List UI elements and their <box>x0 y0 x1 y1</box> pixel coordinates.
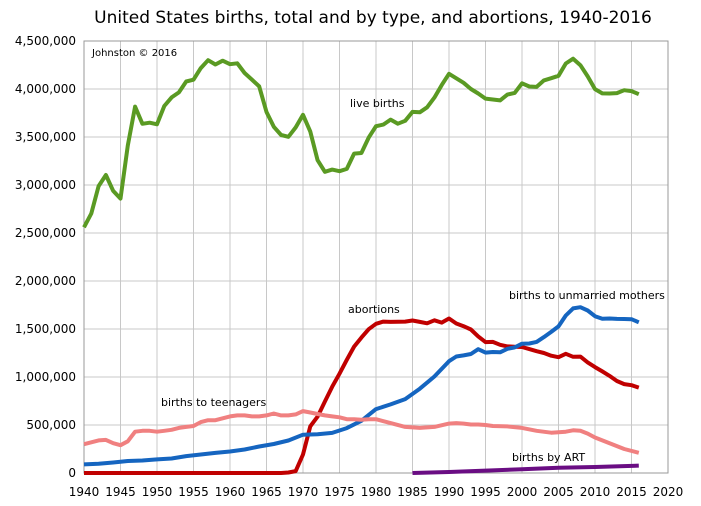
y-tick-label: 3,000,000 <box>15 178 76 192</box>
x-tick-label: 1985 <box>397 485 428 499</box>
x-tick-label: 2000 <box>507 485 538 499</box>
chart-title: United States births, total and by type,… <box>94 8 652 28</box>
x-tick-label: 1975 <box>324 485 355 499</box>
grid <box>83 40 669 474</box>
x-tick-label: 1970 <box>288 485 319 499</box>
x-tick-label: 2010 <box>580 485 611 499</box>
x-tick-label: 1980 <box>361 485 392 499</box>
y-tick-label: 4,000,000 <box>15 82 76 96</box>
x-tick-label: 1990 <box>434 485 465 499</box>
series-line-abortions <box>84 316 640 475</box>
label-teenagers: births to teenagers <box>161 396 266 409</box>
x-tick-label: 1995 <box>470 485 501 499</box>
series-line-live-births <box>82 56 640 229</box>
x-tick-label: 2015 <box>616 485 647 499</box>
x-tick-label: 1965 <box>251 485 282 499</box>
y-axis: 0 500,000 1,000,000 1,500,000 2,000,000 2,500… <box>15 34 76 480</box>
x-tick-label: 2020 <box>653 485 684 499</box>
x-tick-label: 1960 <box>215 485 246 499</box>
label-abortions: abortions <box>348 303 400 316</box>
x-tick-label: 1950 <box>142 485 173 499</box>
series-line-births-to-unmarried-mothers <box>83 305 640 467</box>
y-tick-label: 0 <box>68 466 76 480</box>
x-tick-label: 2005 <box>543 485 574 499</box>
label-unmarried-mothers: births to unmarried mothers <box>509 289 665 302</box>
y-tick-label: 1,000,000 <box>15 370 76 384</box>
y-tick-label: 3,500,000 <box>15 130 76 144</box>
y-tick-label: 1,500,000 <box>15 322 76 336</box>
x-axis: 1940 1945 1950 1955 1960 1965 1970 1975 1980 1985… <box>69 485 684 499</box>
y-tick-label: 2,000,000 <box>15 274 76 288</box>
series-lines <box>82 56 640 475</box>
label-live-births: live births <box>350 97 405 110</box>
y-tick-label: 500,000 <box>26 418 76 432</box>
series-line-births-to-teenagers <box>83 409 640 455</box>
y-tick-label: 2,500,000 <box>15 226 76 240</box>
credit-label: Johnston © 2016 <box>91 48 177 59</box>
x-tick-label: 1945 <box>105 485 136 499</box>
y-tick-label: 4,500,000 <box>15 34 76 48</box>
label-art: births by ART <box>512 451 585 464</box>
x-tick-label: 1955 <box>178 485 209 499</box>
x-tick-label: 1940 <box>69 485 100 499</box>
plot-frame <box>83 40 669 474</box>
series-line-births-by-art <box>412 463 639 475</box>
